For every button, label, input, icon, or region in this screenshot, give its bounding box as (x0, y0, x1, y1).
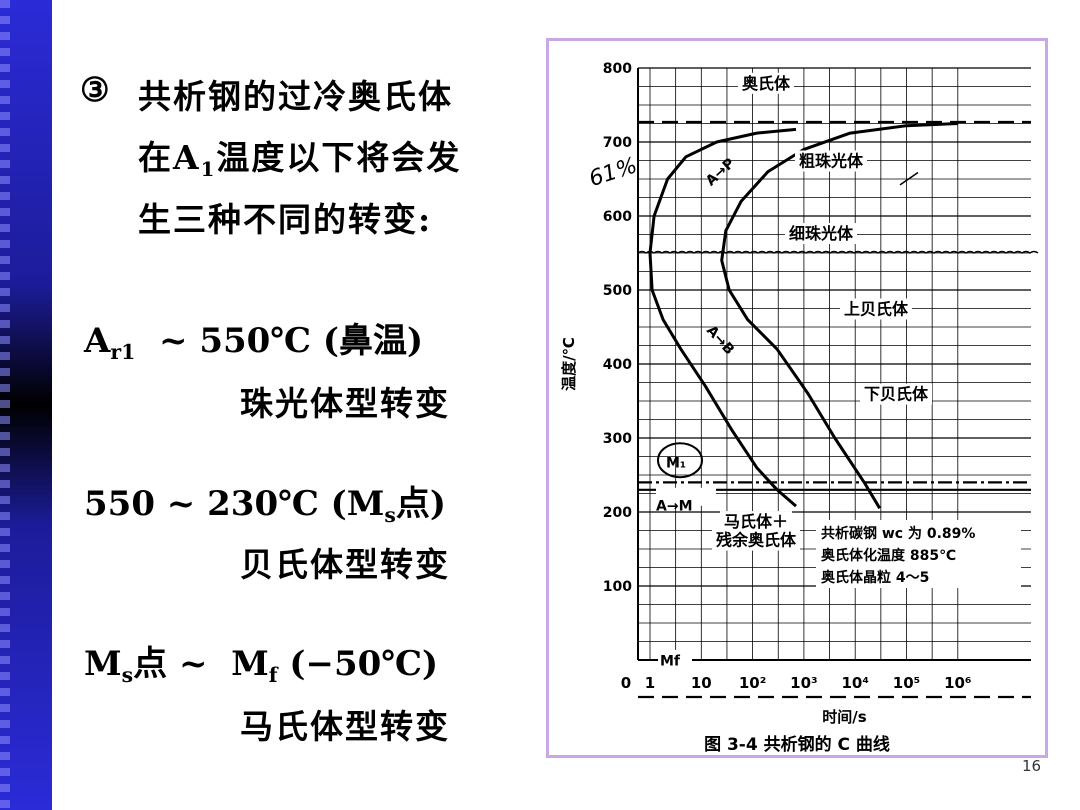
region-label: 上贝氏体 (844, 300, 909, 319)
page-number: 16 (1022, 757, 1042, 775)
y-axis-label: 温度/℃ (560, 337, 578, 391)
y-tick-label: 300 (603, 431, 632, 447)
c-curve-chart: 100 200 300 400 500 600 700 800 0 1 10 10² 10³ 10⁴ 10⁵… (560, 61, 1039, 755)
nose-temperature-line (637, 250, 1039, 254)
note-box (816, 520, 1021, 588)
x-tick-label: 10⁶ (944, 674, 971, 692)
x-tick-label: 10⁴ (841, 674, 868, 692)
region-label: 残余奥氏体 (716, 531, 797, 550)
y-tick-label: 200 (603, 505, 632, 521)
curve-label-a-m: A→M (656, 498, 693, 514)
x-tick-label: 10⁵ (893, 674, 920, 692)
range-2-rest: 点) (395, 484, 446, 524)
intro-marker: ③ (80, 70, 112, 109)
range-1-sub: r1 (110, 340, 136, 365)
curve-label-a-b: A→B (703, 323, 737, 358)
c-curve-finish (720, 122, 958, 510)
intro-line-1: 共析钢的过冷奥氏体 (138, 77, 453, 116)
decorative-band-squares (0, 0, 10, 810)
y-tick-label: 800 (603, 61, 632, 77)
range-3-head: M (84, 644, 122, 684)
range-3-desc: 马氏体型转变 (240, 707, 450, 746)
range-2-head: 550 ~ 230℃ (M (84, 484, 385, 524)
region-label-bg (795, 150, 867, 172)
x-tick-label: 0 (621, 674, 631, 692)
region-label: 细珠光体 (789, 224, 854, 243)
range-1-desc: 珠光体型转变 (240, 384, 450, 423)
range-3-sub2: f (268, 663, 278, 688)
annotation-arrow (899, 171, 919, 186)
note-line: 奥氏体晶粒 4～5 (821, 569, 929, 586)
handwritten-note: 61% (586, 153, 640, 192)
range-1-head: A (84, 321, 111, 361)
ms-circle (657, 442, 703, 479)
x-tick-label: 10³ (790, 674, 817, 692)
range-3-heading: Ms点 ~ Mf (−50℃) (84, 636, 439, 688)
intro-line-3: 生三种不同的转变: (138, 200, 433, 239)
range-2-heading: 550 ~ 230℃ (Ms点) (84, 476, 446, 528)
region-label-bg (712, 529, 800, 551)
figure-caption: 图 3-4 共析钢的 C 曲线 (704, 734, 890, 755)
region-label-bg (738, 72, 794, 94)
curve-label-m1: M₁ (666, 456, 686, 472)
x-axis-label: 时间/s (822, 708, 866, 726)
y-tick-label: 100 (603, 579, 632, 595)
y-tick-label: 600 (603, 209, 632, 225)
region-label: 下贝氏体 (864, 385, 929, 404)
intro-line-2-sub: 1 (200, 156, 217, 181)
intro-line-2-post: 温度以下将会发 (216, 138, 462, 177)
curve-label-bg (656, 487, 716, 506)
note-line: 奥氏体化温度 885℃ (821, 547, 956, 564)
region-label: 粗珠光体 (799, 152, 864, 171)
mf-label-bg (658, 650, 692, 668)
region-label-bg (860, 383, 932, 405)
range-3-sub: s (121, 663, 134, 688)
range-2-desc: 贝氏体型转变 (240, 545, 450, 584)
range-2-sub: s (384, 503, 396, 528)
range-3-rest: (−50℃) (277, 644, 439, 684)
c-curve-start (648, 127, 797, 508)
intro-line-2-pre: 在A (138, 138, 201, 177)
x-tick-label: 10 (691, 674, 712, 692)
range-3-mid: 点 ~ M (133, 644, 269, 684)
region-label-bg (720, 511, 792, 533)
region-label-bg (785, 223, 857, 245)
region-label-bg (840, 298, 912, 320)
region-label: 奥氏体 (742, 74, 791, 93)
x-tick-label: 10² (739, 674, 766, 692)
range-1-heading: Ar1 ~ 550℃ (鼻温) (84, 313, 424, 365)
range-1-rest: ~ 550℃ (鼻温) (135, 321, 424, 361)
y-tick-label: 400 (603, 357, 632, 373)
y-tick-label: 500 (603, 283, 632, 299)
y-tick-label: 700 (603, 135, 632, 151)
region-label: 马氏体＋ (724, 512, 788, 531)
x-tick-label: 1 (645, 674, 655, 692)
note-line: 共析碳钢 wc 为 0.89% (821, 525, 975, 542)
curve-label-mf: Mf (660, 654, 681, 670)
intro-line-2: 在A1温度以下将会发 (138, 131, 462, 181)
